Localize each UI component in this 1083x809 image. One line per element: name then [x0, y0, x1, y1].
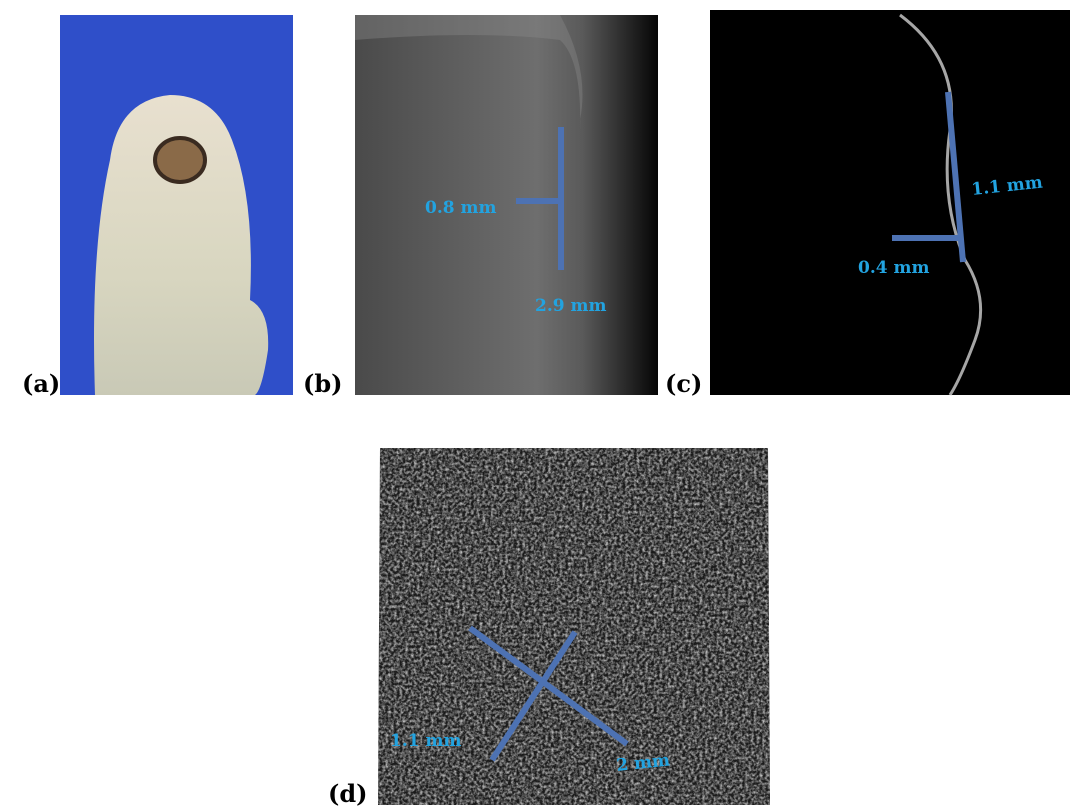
- figure: (a) 0.8 mm 2.9 mm (b) 1.1 mm 0.4 mm (c) …: [0, 0, 1083, 809]
- annotation: 1.1 mm: [390, 731, 461, 751]
- panel-label: (b): [303, 369, 343, 398]
- panel-label: (c): [665, 369, 702, 398]
- radiograph: [355, 15, 658, 395]
- panel-c: 1.1 mm 0.4 mm (c): [665, 10, 1070, 398]
- oct-scan: [710, 10, 1070, 395]
- panel-b: 0.8 mm 2.9 mm (b): [303, 15, 658, 398]
- panel-a: (a): [22, 15, 293, 398]
- annotation: 0.8 mm: [425, 198, 496, 218]
- panel-d: 1.1 mm 2 mm (d): [328, 445, 772, 808]
- panel-label: (a): [22, 369, 60, 398]
- annotation: 2.9 mm: [535, 296, 606, 316]
- annotation: 0.4 mm: [858, 258, 929, 278]
- cavity: [155, 138, 205, 182]
- panel-label: (d): [328, 779, 368, 808]
- speckle: [372, 445, 772, 807]
